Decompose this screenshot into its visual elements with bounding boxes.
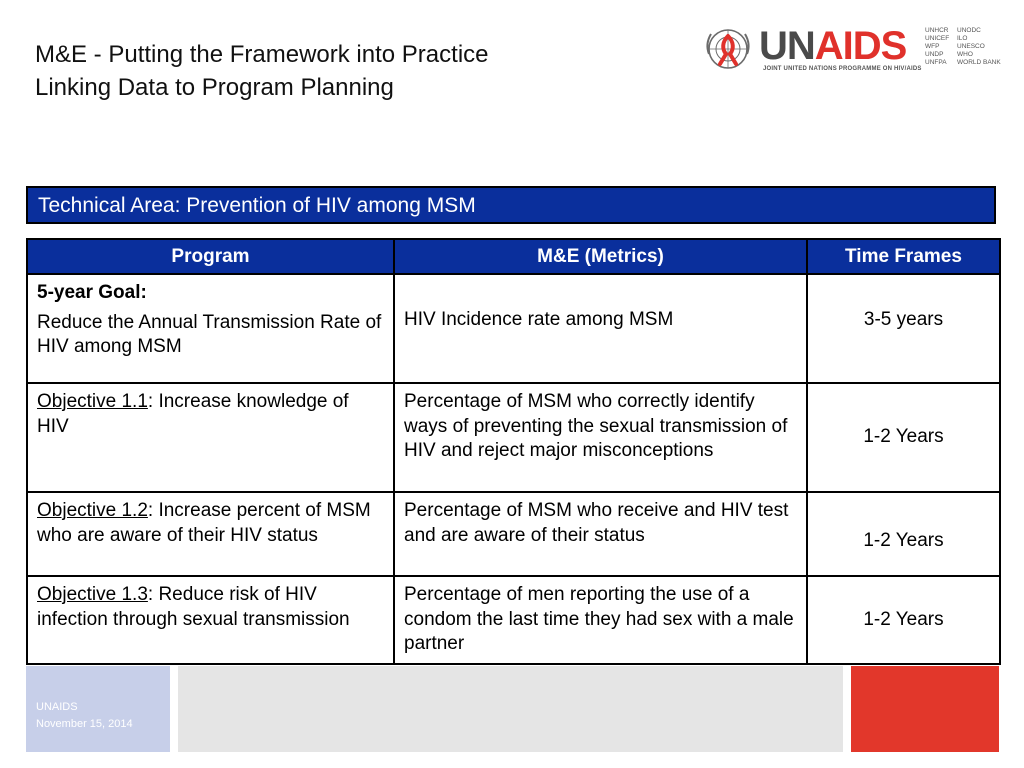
program-cell: Objective 1.1: Increase knowledge of HIV [26,382,395,493]
unaids-tagline: JOINT UNITED NATIONS PROGRAMME ON HIV/AI… [763,66,922,72]
footer-gray-block [178,666,843,752]
footer-blue-block [26,666,170,752]
slide-title-line-1: M&E - Putting the Framework into Practic… [35,41,489,68]
framework-table: Program M&E (Metrics) Time Frames 5-year… [26,238,1001,665]
technical-area-banner: Technical Area: Prevention of HIV among … [26,186,996,224]
time-frame-cell: 1-2 Years [806,575,1001,665]
slide-title-line-2: Linking Data to Program Planning [35,74,394,101]
objective-text: : Reduce risk of HIV infection through s… [37,584,350,630]
unaids-logo: UNAIDS JOINT UNITED NATIONS PROGRAMME ON… [703,22,1003,80]
objective-ref: Objective 1.2 [37,500,148,521]
metric-cell: Percentage of MSM who correctly identify… [393,382,808,493]
header-time-frames: Time Frames [806,238,1001,275]
objective-text: : Increase percent of MSM who are aware … [37,500,371,546]
footer-organization: UNAIDS [36,701,78,713]
table-row: Objective 1.1: Increase knowledge of HIV… [26,382,1001,493]
unaids-wordmark: UNAIDS [759,24,907,68]
table-header-row: Program M&E (Metrics) Time Frames [26,238,1001,275]
slide-title: M&E - Putting the Framework into Practic… [35,38,489,104]
footer-red-block [851,666,999,752]
table-row: Objective 1.3: Reduce risk of HIV infect… [26,575,1001,665]
header-program: Program [26,238,395,275]
program-cell: Objective 1.3: Reduce risk of HIV infect… [26,575,395,665]
table-row: Objective 1.2: Increase percent of MSM w… [26,491,1001,577]
goal-text: Reduce the Annual Transmission Rate of H… [37,311,382,358]
time-frame-cell: 1-2 Years [806,382,1001,493]
time-frame-cell: 1-2 Years [806,491,1001,577]
table-row: 5-year Goal: Reduce the Annual Transmiss… [26,273,1001,384]
program-cell: 5-year Goal: Reduce the Annual Transmiss… [26,273,395,384]
un-emblem-icon [706,29,750,69]
objective-ref: Objective 1.3 [37,584,148,605]
goal-heading: 5-year Goal: [37,282,147,303]
metric-cell: Percentage of men reporting the use of a… [393,575,808,665]
footer-date: November 15, 2014 [36,718,133,730]
objective-text: : Increase knowledge of HIV [37,391,349,437]
metric-cell: Percentage of MSM who receive and HIV te… [393,491,808,577]
time-frame-cell: 3-5 years [806,273,1001,384]
cosponsor-list-2: UNODC ILO UNESCO WHO WORLD BANK [957,27,1001,66]
metric-cell: HIV Incidence rate among MSM [393,273,808,384]
program-cell: Objective 1.2: Increase percent of MSM w… [26,491,395,577]
cosponsor-list-1: UNHCR UNICEF WFP UNDP UNFPA [925,27,950,66]
objective-ref: Objective 1.1 [37,391,148,412]
header-metrics: M&E (Metrics) [393,238,808,275]
